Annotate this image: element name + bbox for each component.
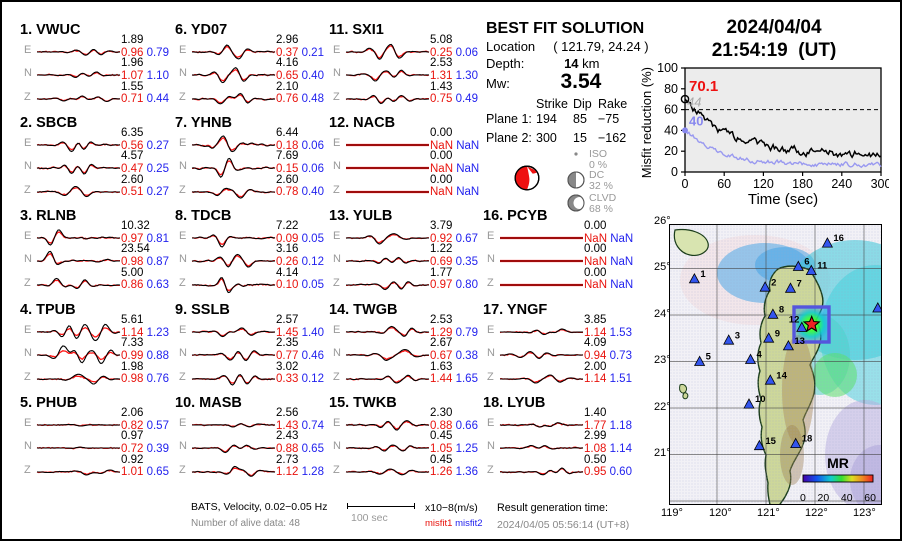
svg-text:10: 10 [755,394,766,405]
svg-text:4: 4 [757,350,763,361]
svg-text:1: 1 [700,269,706,280]
svg-text:5: 5 [706,352,712,363]
svg-text:68 %: 68 % [589,203,613,215]
svg-text:7: 7 [797,278,802,289]
svg-text:Time (sec): Time (sec) [748,191,818,208]
svg-text:60: 60 [717,177,731,191]
svg-text:6: 6 [804,257,809,268]
svg-text:32 %: 32 % [589,180,613,192]
svg-text:15: 15 [765,436,776,447]
svg-text:44: 44 [687,95,701,110]
svg-text:40: 40 [689,113,703,128]
svg-text:18: 18 [802,434,813,445]
svg-text:180: 180 [792,177,813,191]
svg-text:120: 120 [753,177,774,191]
svg-text:8: 8 [779,304,784,315]
svg-text:13: 13 [794,336,805,347]
svg-text:9: 9 [775,328,780,339]
svg-text:12: 12 [789,315,800,326]
svg-text:2: 2 [771,277,776,288]
svg-text:3: 3 [735,330,740,341]
svg-text:14: 14 [776,370,787,381]
svg-text:70.1: 70.1 [689,78,718,95]
svg-text:300: 300 [871,177,889,191]
svg-text:240: 240 [831,177,852,191]
svg-text:11: 11 [817,261,828,272]
svg-text:16: 16 [833,233,844,244]
svg-text:0: 0 [682,177,689,191]
